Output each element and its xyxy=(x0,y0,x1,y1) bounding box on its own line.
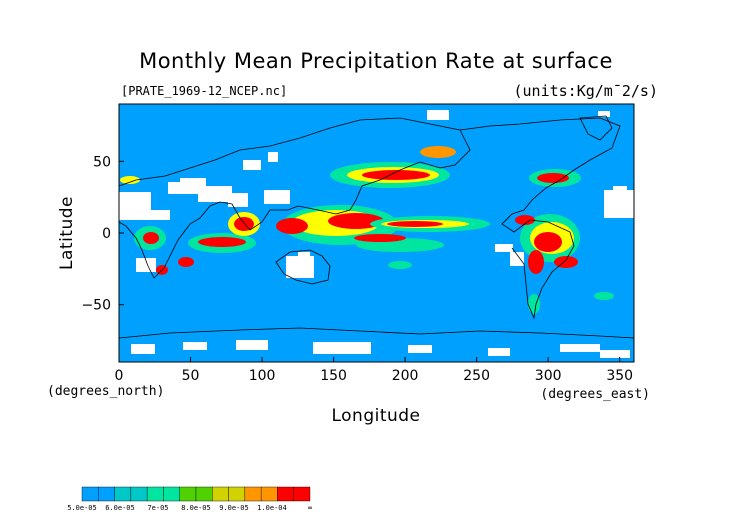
colorbar-swatch xyxy=(146,486,164,502)
x-axis: 0 50 100 150 200 250 300 350 xyxy=(115,357,633,384)
x-tick-label: 50 xyxy=(182,368,200,384)
precip-cell xyxy=(234,217,254,231)
file-label: [PRATE_1969-12_NCEP.nc] xyxy=(121,84,287,98)
colorbar-swatch xyxy=(130,486,148,502)
colorbar-label: 1.0e-04 xyxy=(257,504,287,512)
x-tick-label: 250 xyxy=(463,368,490,384)
precip-cell xyxy=(354,234,406,242)
colorbar-swatch xyxy=(293,486,311,502)
precip-cell xyxy=(276,218,308,234)
precip-cell xyxy=(387,221,443,227)
precip-cell xyxy=(537,173,569,183)
coastline-antarctica xyxy=(118,327,635,339)
colorbar: 5.0e-05 6.0e-05 7e-05 8.0e-05 9.0e-05 1.0e-04… xyxy=(67,486,312,512)
coastline-africa-eurasia xyxy=(118,117,471,279)
colorbar-swatch xyxy=(277,486,294,502)
colorbar-swatch xyxy=(260,486,278,502)
map-panel xyxy=(118,103,635,363)
colorbar-label: 7e-05 xyxy=(147,504,168,512)
precip-cell xyxy=(420,146,456,158)
coastline-americas xyxy=(459,117,621,320)
coastlines xyxy=(118,115,635,339)
precip-cell xyxy=(143,232,159,244)
precip-cell xyxy=(594,292,614,300)
colorbar-label: ∞ xyxy=(308,504,312,512)
y-tick-label: 0 xyxy=(102,226,111,242)
colorbar-swatch xyxy=(212,486,229,502)
colorbar-label: 8.0e-05 xyxy=(181,504,211,512)
x-tick-label: 350 xyxy=(606,368,633,384)
colorbar-swatch xyxy=(114,486,132,502)
precip-cell xyxy=(534,232,562,252)
x-tick-label: 100 xyxy=(249,368,276,384)
missing-data-patches xyxy=(119,110,634,358)
colorbar-swatch xyxy=(163,486,180,502)
chart-title: Monthly Mean Precipitation Rate at surfa… xyxy=(139,49,613,73)
coastline-australia xyxy=(275,249,331,285)
x-tick-label: 300 xyxy=(535,368,562,384)
precip-cell xyxy=(120,176,140,184)
x-unit-label: (degrees_east) xyxy=(540,387,650,402)
y-unit-label: (degrees_north) xyxy=(47,384,164,399)
precip-cell xyxy=(528,294,540,314)
y-axis-label: Latitude xyxy=(57,196,77,270)
precip-cell xyxy=(515,215,535,225)
y-tick-label: −50 xyxy=(81,298,111,314)
precip-cell xyxy=(178,257,194,267)
precipitation-shading xyxy=(120,146,614,314)
colorbar-label: 5.0e-05 xyxy=(67,504,97,512)
precip-cell xyxy=(554,256,578,268)
precip-cell xyxy=(328,213,384,229)
colorbar-swatch xyxy=(195,486,213,502)
colorbar-swatch xyxy=(98,486,115,502)
x-tick-label: 0 xyxy=(115,368,124,384)
y-tick-label: 50 xyxy=(93,154,111,170)
precip-cell xyxy=(198,237,246,247)
colorbar-swatch xyxy=(244,486,262,502)
colorbar-label: 9.0e-05 xyxy=(219,504,249,512)
precip-cell xyxy=(388,261,412,269)
colorbar-swatch xyxy=(81,486,99,502)
units-label: (units:Kg/m¯2/s) xyxy=(514,82,659,100)
precip-cell xyxy=(528,250,544,274)
x-tick-label: 150 xyxy=(320,368,347,384)
coastline-greenland xyxy=(579,115,613,141)
precip-cell xyxy=(362,170,430,180)
x-axis-label: Longitude xyxy=(331,406,420,426)
colorbar-label: 6.0e-05 xyxy=(105,504,135,512)
x-tick-label: 200 xyxy=(392,368,419,384)
colorbar-swatch xyxy=(228,486,246,502)
y-axis: 50 0 −50 xyxy=(81,154,124,314)
colorbar-swatch xyxy=(179,486,197,502)
